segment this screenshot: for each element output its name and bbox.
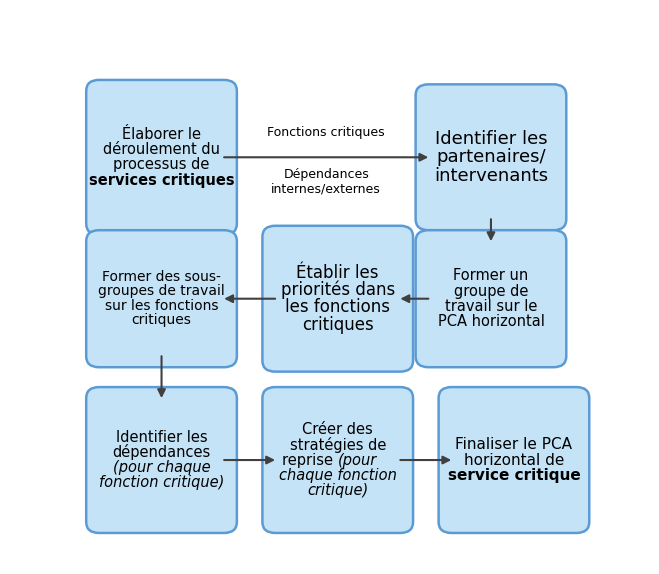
Text: sur les fonctions: sur les fonctions bbox=[105, 299, 218, 313]
Text: Créer des: Créer des bbox=[302, 422, 373, 437]
Text: horizontal de: horizontal de bbox=[464, 452, 564, 468]
Text: processus de: processus de bbox=[113, 157, 210, 172]
Text: intervenants: intervenants bbox=[434, 167, 548, 185]
FancyBboxPatch shape bbox=[416, 230, 566, 367]
Text: critiques: critiques bbox=[132, 313, 192, 327]
FancyBboxPatch shape bbox=[86, 230, 237, 367]
Text: Établir les: Établir les bbox=[297, 263, 379, 282]
Text: critiques: critiques bbox=[302, 316, 374, 333]
FancyBboxPatch shape bbox=[86, 80, 237, 235]
Text: PCA horizontal: PCA horizontal bbox=[438, 314, 544, 329]
Text: Identifier les: Identifier les bbox=[435, 130, 547, 148]
Text: déroulement du: déroulement du bbox=[103, 142, 220, 157]
FancyBboxPatch shape bbox=[86, 387, 237, 533]
Text: services critiques: services critiques bbox=[89, 173, 235, 188]
FancyBboxPatch shape bbox=[262, 387, 413, 533]
Text: Fonctions critiques: Fonctions critiques bbox=[268, 126, 385, 139]
Text: Identifier les: Identifier les bbox=[116, 430, 208, 445]
Text: partenaires/: partenaires/ bbox=[436, 148, 546, 166]
Text: travail sur le: travail sur le bbox=[445, 299, 537, 314]
FancyBboxPatch shape bbox=[262, 226, 413, 371]
FancyBboxPatch shape bbox=[439, 387, 589, 533]
Text: Former un: Former un bbox=[453, 269, 529, 284]
Text: les fonctions: les fonctions bbox=[285, 298, 390, 316]
Text: priorités dans: priorités dans bbox=[281, 281, 395, 299]
Text: (pour: (pour bbox=[338, 452, 377, 468]
Text: dépendances: dépendances bbox=[113, 444, 211, 460]
Text: service critique: service critique bbox=[447, 468, 581, 483]
Text: Élaborer le: Élaborer le bbox=[122, 127, 201, 142]
Text: fonction critique): fonction critique) bbox=[99, 475, 224, 490]
Text: chaque fonction: chaque fonction bbox=[279, 468, 397, 483]
Text: Former des sous-: Former des sous- bbox=[102, 270, 221, 284]
Text: reprise: reprise bbox=[282, 452, 338, 468]
Text: groupes de travail: groupes de travail bbox=[98, 285, 225, 298]
Text: groupe de: groupe de bbox=[454, 284, 528, 298]
Text: Dépendances
internes/externes: Dépendances internes/externes bbox=[272, 168, 381, 196]
Text: stratégies de: stratégies de bbox=[289, 437, 386, 453]
Text: (pour chaque: (pour chaque bbox=[113, 460, 210, 475]
FancyBboxPatch shape bbox=[416, 84, 566, 230]
Text: critique): critique) bbox=[307, 483, 368, 498]
Text: Finaliser le PCA: Finaliser le PCA bbox=[455, 437, 573, 452]
